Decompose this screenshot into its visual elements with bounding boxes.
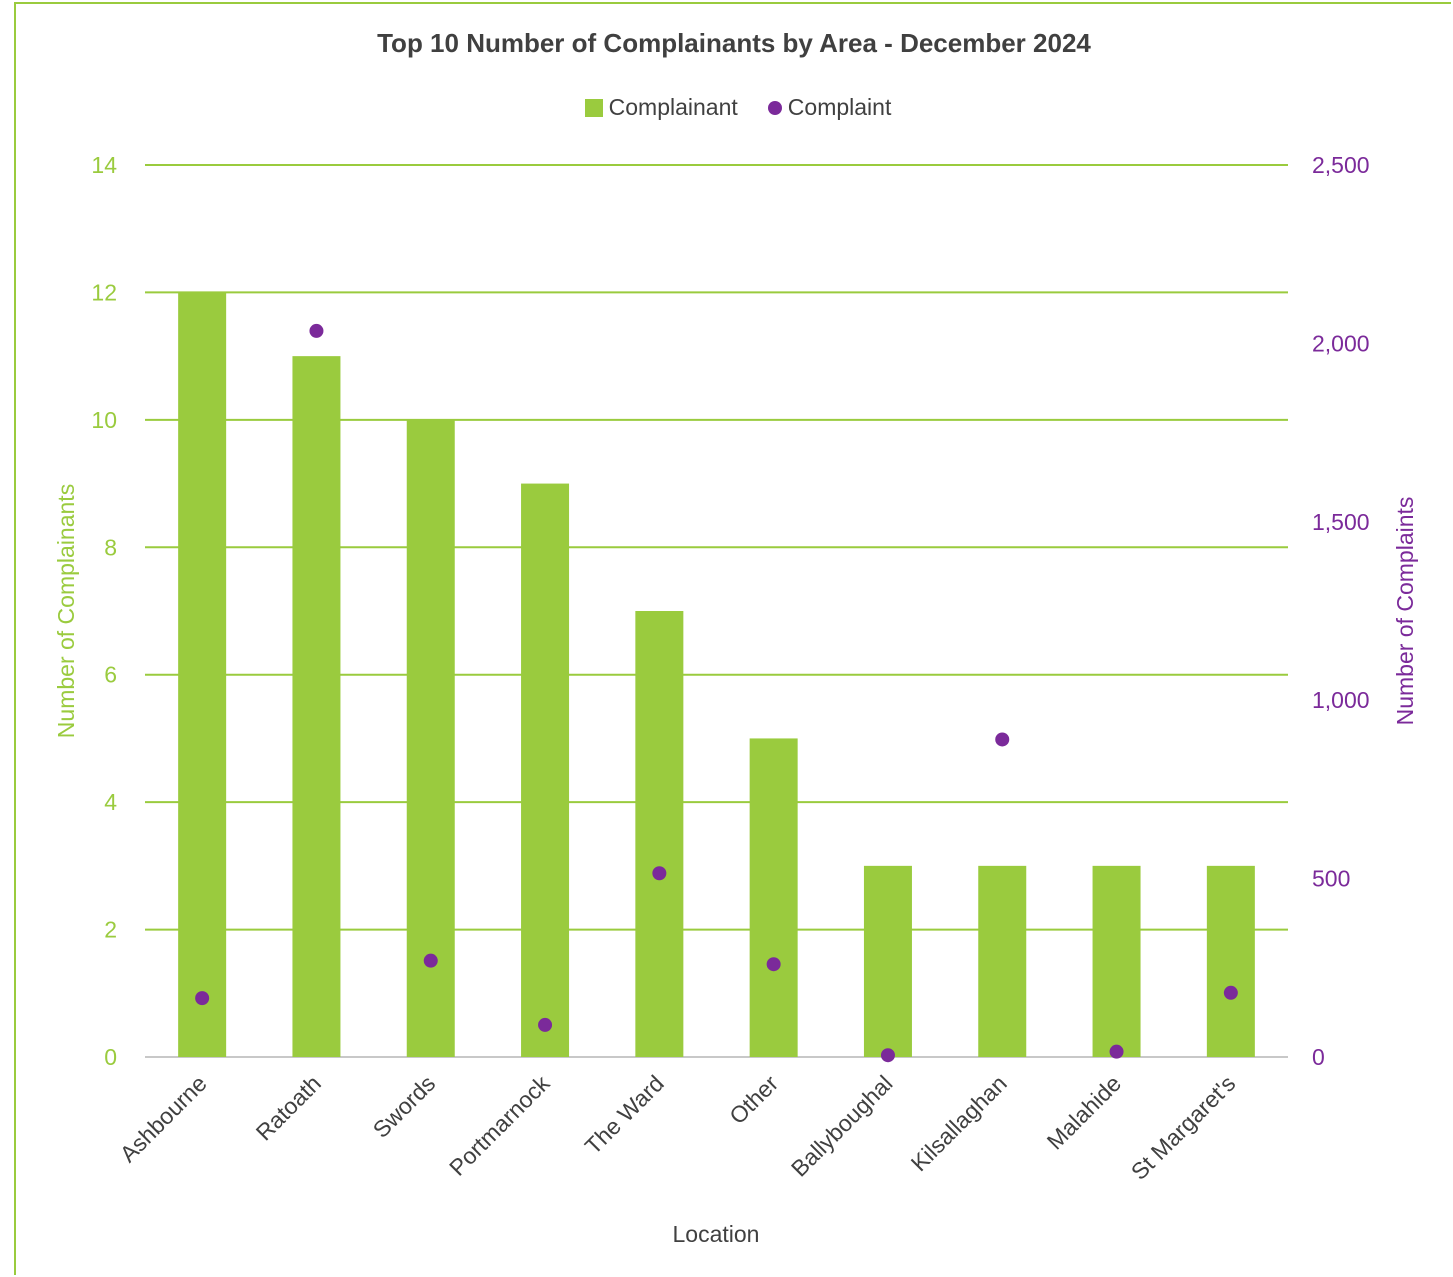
dot-complaint	[423, 953, 438, 968]
legend-item-complainant: Complainant	[584, 94, 738, 121]
bar-complainant	[863, 865, 912, 1057]
legend-label-complainant: Complainant	[608, 94, 738, 120]
right-axis-tick-label: 2,500	[1312, 152, 1370, 178]
legend: Complainant Complaint	[0, 94, 1453, 121]
category-label: Other	[724, 1070, 783, 1129]
left-axis-tick-label: 0	[104, 1044, 117, 1070]
left-axis-tick-label: 12	[91, 279, 117, 305]
bar-complainant	[292, 356, 341, 1058]
y-axis-title-left: Number of Complainants	[53, 484, 79, 738]
left-axis-tick-label: 6	[104, 662, 117, 688]
right-axis-tick-label: 1,500	[1312, 509, 1370, 535]
bar-complainant	[978, 865, 1027, 1057]
dot-complaint	[1223, 985, 1238, 1000]
bar-complainant	[749, 738, 798, 1057]
left-axis-tick-label: 10	[91, 407, 117, 433]
category-label: Portmarnock	[444, 1070, 555, 1181]
right-axis-tick-label: 500	[1312, 866, 1350, 892]
dot-complaint	[1109, 1044, 1124, 1059]
legend-swatch-complainant	[584, 98, 603, 117]
dot-complaint	[309, 323, 324, 338]
bar-complainant	[635, 611, 684, 1057]
left-axis-tick-label: 14	[91, 152, 117, 178]
dot-complaint	[538, 1017, 553, 1032]
category-label: Ratoath	[251, 1070, 326, 1145]
category-label: Ballyboughal	[786, 1070, 898, 1182]
category-label: Ashbourne	[115, 1070, 212, 1167]
right-axis-tick-label: 0	[1312, 1044, 1325, 1070]
legend-label-complaint: Complaint	[787, 94, 892, 120]
x-axis-title: Location	[673, 1221, 760, 1247]
right-axis-tick-label: 2,000	[1312, 330, 1370, 356]
dot-complaint	[195, 991, 210, 1006]
bar-complainant	[1092, 865, 1141, 1057]
category-label: Malahide	[1042, 1070, 1126, 1154]
legend-item-complaint: Complaint	[767, 94, 892, 121]
left-axis-tick-label: 4	[104, 789, 117, 815]
category-label: Swords	[368, 1070, 441, 1143]
chart-frame	[14, 2, 1451, 1275]
bar-complainant	[521, 483, 570, 1058]
left-axis-tick-label: 2	[104, 917, 117, 943]
dot-complaint	[880, 1048, 895, 1063]
dot-complaint	[995, 732, 1010, 747]
bar-complainant	[406, 419, 455, 1057]
category-label: The Ward	[580, 1070, 669, 1159]
bar-complainant	[178, 292, 227, 1057]
dot-complaint	[766, 957, 781, 972]
category-label: St Margaret's	[1126, 1070, 1241, 1185]
category-label: Kilsallaghan	[906, 1070, 1012, 1176]
left-axis-tick-label: 8	[104, 534, 117, 560]
legend-swatch-complaint	[767, 100, 782, 115]
y-axis-title-right: Number of Complaints	[1392, 497, 1418, 726]
right-axis-tick-label: 1,000	[1312, 687, 1370, 713]
dot-complaint	[652, 866, 667, 881]
chart-title: Top 10 Number of Complainants by Area - …	[377, 28, 1091, 58]
bar-complainant	[1206, 865, 1255, 1057]
